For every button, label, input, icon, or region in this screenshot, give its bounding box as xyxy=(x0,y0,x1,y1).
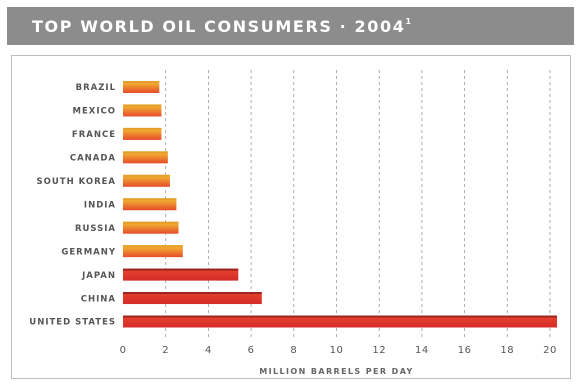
bar-top-edge xyxy=(123,104,162,107)
bar xyxy=(123,104,162,117)
x-tick-label: 18 xyxy=(500,345,514,356)
bar xyxy=(123,245,183,258)
x-tick-label: 14 xyxy=(415,345,429,356)
bar-top-edge xyxy=(123,81,160,83)
bar xyxy=(123,151,168,164)
tick-labels: 0 2 4 6 8 10 12 14 16 18 20 xyxy=(120,345,557,356)
bar xyxy=(123,221,179,234)
bar-top-edge xyxy=(123,151,168,154)
x-tick-label: 2 xyxy=(162,345,169,356)
x-tick-label: 0 xyxy=(120,345,127,356)
category-label: FRANCE xyxy=(72,130,116,140)
gridlines xyxy=(165,70,551,338)
category-labels: BRAZIL MEXICO FRANCE CANADA SOUTH KOREA INDIA… xyxy=(29,83,116,328)
bar-top-edge xyxy=(123,315,557,318)
bar-top-edge xyxy=(123,174,170,177)
footnote-mark: 1 xyxy=(405,16,412,26)
category-label: SOUTH KOREA xyxy=(37,177,116,187)
bar-top-edge xyxy=(123,292,262,295)
bar xyxy=(123,198,177,211)
category-label: INDIA xyxy=(84,200,116,210)
bar xyxy=(123,292,262,305)
category-label: MEXICO xyxy=(73,107,116,117)
bar-top-edge xyxy=(123,198,177,201)
category-label: CHINA xyxy=(81,294,116,304)
bar-top-edge xyxy=(123,221,179,224)
x-tick-label: 4 xyxy=(205,345,212,356)
x-tick-label: 8 xyxy=(290,345,297,356)
bar xyxy=(123,81,160,93)
category-label: BRAZIL xyxy=(76,83,116,93)
x-tick-label: 16 xyxy=(458,345,472,356)
chart-title: TOP WORLD OIL CONSUMERS · 20041 xyxy=(32,16,412,36)
bar-top-edge xyxy=(123,127,162,130)
category-label: CANADA xyxy=(70,154,116,164)
x-tick-label: 20 xyxy=(543,345,557,356)
bar-top-edge xyxy=(123,245,183,248)
category-label: JAPAN xyxy=(81,271,116,281)
x-tick-label: 6 xyxy=(248,345,255,356)
x-axis-title: MILLION BARRELS PER DAY xyxy=(259,367,413,376)
x-tick-label: 12 xyxy=(372,345,386,356)
category-label: RUSSIA xyxy=(75,224,116,234)
title-bar: TOP WORLD OIL CONSUMERS · 20041 xyxy=(7,7,574,45)
bar xyxy=(123,268,239,281)
category-label: UNITED STATES xyxy=(29,318,116,328)
bars xyxy=(123,81,557,328)
chart-frame xyxy=(11,55,571,379)
bar-top-edge xyxy=(123,268,239,271)
x-tick-label: 10 xyxy=(330,345,344,356)
bar xyxy=(123,174,170,187)
bar xyxy=(123,127,162,140)
bar xyxy=(123,315,557,328)
category-label: GERMANY xyxy=(61,247,116,257)
